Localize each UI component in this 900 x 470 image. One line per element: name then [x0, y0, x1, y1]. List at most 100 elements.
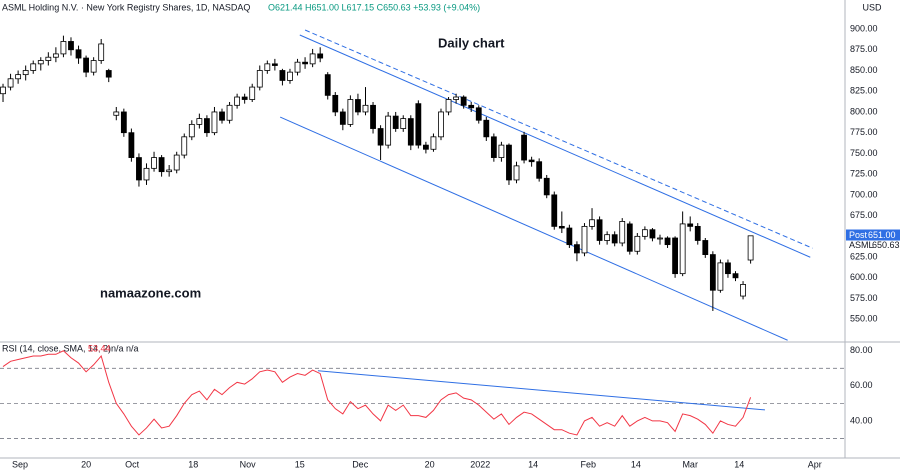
- candle-body: [287, 71, 293, 81]
- candle-body: [264, 63, 271, 71]
- trendline: [304, 29, 813, 249]
- y-tick-label: 625.00: [850, 251, 878, 261]
- y-tick-label: 900.00: [850, 23, 878, 33]
- y-tick-label: 80.00: [850, 345, 873, 355]
- trendline: [317, 370, 765, 411]
- annotation: namaazone.com: [100, 285, 201, 300]
- candle-body: [271, 63, 278, 66]
- candle-body: [120, 111, 127, 134]
- y-tick-label: 775.00: [850, 127, 878, 137]
- ohlc-label: O621.44 H651.00 L617.15 C650.63 +53.93 (…: [268, 2, 480, 12]
- candle-body: [173, 154, 180, 171]
- candle-body: [136, 157, 142, 181]
- candle-body: [453, 96, 460, 100]
- post-badge: [846, 229, 900, 241]
- candle-body: [392, 115, 399, 129]
- candle-body: [45, 56, 52, 61]
- trendline: [299, 34, 811, 258]
- y-tick-label: 40.00: [850, 415, 873, 425]
- trendline: [279, 116, 788, 341]
- rsi-title: RSI (14, close, SMA, 14, 2): [2, 343, 111, 353]
- candle-body: [649, 229, 656, 239]
- candle-body: [611, 234, 618, 244]
- candle-body: [717, 262, 724, 291]
- candle-body: [339, 111, 346, 125]
- rsi-extra: n/a n/a: [111, 343, 139, 353]
- candle-body: [521, 134, 527, 161]
- candle-body: [506, 144, 512, 181]
- candle-body: [574, 244, 580, 254]
- candle-body: [430, 136, 437, 150]
- candle-body: [543, 177, 550, 196]
- candle-body: [362, 104, 369, 113]
- x-tick-label: 14: [734, 459, 744, 469]
- candle-body: [68, 41, 74, 51]
- candle-body: [445, 99, 452, 113]
- x-tick-label: Sep: [12, 459, 28, 469]
- candle-body: [90, 60, 97, 73]
- candle-body: [196, 118, 203, 125]
- x-tick-label: Mar: [682, 459, 698, 469]
- candle-body: [60, 41, 67, 55]
- y-tick-label: 550.00: [850, 314, 878, 324]
- candle-body: [490, 136, 497, 158]
- y-tick-label: 850.00: [850, 65, 878, 75]
- y-tick-label: 700.00: [850, 189, 878, 199]
- candle-body: [317, 53, 324, 59]
- candle-body: [672, 237, 678, 275]
- candle-body: [204, 118, 210, 134]
- candle-body: [679, 223, 686, 275]
- candle-body: [0, 86, 6, 95]
- candle-body: [219, 111, 225, 121]
- candle-body: [37, 60, 44, 65]
- x-tick-label: 18: [188, 459, 198, 469]
- y-tick-label: 750.00: [850, 148, 878, 158]
- candle-body: [151, 157, 157, 169]
- y-tick-label: 575.00: [850, 293, 878, 303]
- candle-body: [75, 49, 82, 59]
- candle-body: [188, 123, 195, 138]
- candle-body: [596, 219, 603, 241]
- candle-body: [22, 70, 29, 76]
- candle-body: [332, 94, 339, 113]
- y-tick-label: 600.00: [850, 272, 878, 282]
- candle-body: [589, 219, 595, 227]
- annotation: Daily chart: [438, 35, 505, 50]
- x-tick-label: 14: [528, 459, 538, 469]
- candle-body: [657, 237, 663, 240]
- rsi-value: 53.44: [88, 343, 111, 353]
- candle-body: [566, 227, 573, 246]
- candle-body: [166, 169, 173, 173]
- candle-body: [694, 225, 701, 241]
- candle-body: [302, 61, 308, 65]
- candle-body: [385, 115, 392, 146]
- candle-body: [558, 225, 565, 229]
- candle-body: [732, 273, 739, 279]
- x-tick-label: 20: [81, 459, 91, 469]
- candle-body: [105, 70, 112, 78]
- candle-body: [309, 53, 316, 65]
- candle-body: [702, 240, 709, 255]
- candle-body: [7, 78, 14, 88]
- candle-body: [226, 104, 233, 121]
- rsi-line: [2, 350, 752, 436]
- candle-body: [536, 161, 543, 179]
- candle-body: [415, 103, 422, 146]
- candle-body: [158, 157, 165, 173]
- candle-body: [634, 235, 641, 252]
- post-price: 651.00: [868, 230, 896, 240]
- candle-body: [324, 74, 331, 96]
- candle-body: [513, 165, 520, 181]
- candle-body: [52, 53, 59, 58]
- candle-body: [407, 118, 414, 146]
- candle-body: [468, 104, 475, 109]
- x-tick-label: Feb: [580, 459, 596, 469]
- currency: USD: [862, 2, 882, 12]
- x-tick-label: Apr: [808, 459, 822, 469]
- candle-body: [83, 57, 89, 73]
- candle-body: [664, 237, 671, 246]
- candle-body: [551, 194, 558, 227]
- candle-body: [740, 284, 746, 297]
